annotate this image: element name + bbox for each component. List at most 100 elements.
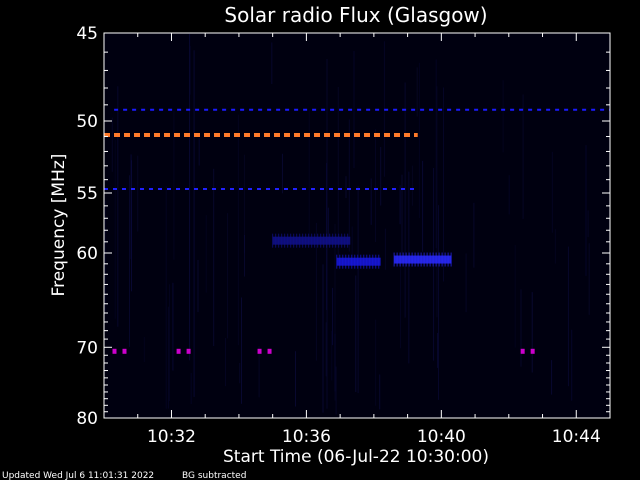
- noise-streak: [237, 114, 239, 346]
- noise-streak: [117, 86, 119, 327]
- noise-streak: [337, 87, 339, 258]
- noise-streak: [411, 165, 413, 206]
- y-tick-label: 70: [76, 338, 98, 358]
- y-axis-label: Frequency [MHz]: [49, 154, 69, 297]
- noise-streak: [244, 235, 245, 277]
- noise-streak: [205, 215, 207, 293]
- y-tick-label: 45: [76, 24, 98, 44]
- noise-streak: [437, 333, 439, 368]
- noise-streak: [408, 171, 410, 364]
- noise-streak: [473, 202, 475, 268]
- noise-streak: [531, 292, 533, 373]
- interference-spot: [267, 348, 272, 354]
- noise-streak: [357, 186, 359, 394]
- noise-streak: [165, 186, 167, 409]
- y-axis-ticks: 45 50 55 60 70 80: [76, 24, 610, 429]
- noise-streak: [281, 153, 283, 194]
- noise-streak: [129, 175, 130, 347]
- noise-streak: [443, 87, 444, 282]
- noise-streak: [143, 337, 145, 363]
- emission-patch: [394, 255, 452, 264]
- noise-streak: [325, 322, 327, 377]
- noise-streak: [258, 346, 260, 398]
- noise-streak: [399, 185, 401, 225]
- noise-streak: [567, 246, 569, 387]
- noise-streak: [436, 86, 438, 318]
- noise-streak: [416, 67, 418, 117]
- emission-patch: [336, 257, 381, 266]
- x-tick-label: 10:36: [282, 427, 331, 447]
- noise-streak: [551, 360, 553, 395]
- interference-spot: [122, 348, 127, 354]
- plot-frame: [103, 32, 611, 419]
- plot-background: [104, 33, 610, 418]
- noise-streak: [370, 178, 372, 225]
- noise-streak: [551, 151, 553, 233]
- footer-updated: Updated Wed Jul 6 11:01:31 2022: [2, 471, 154, 480]
- interference-spot: [112, 348, 117, 354]
- chart-title: Solar radio Flux (Glasgow): [224, 3, 487, 27]
- noise-streak: [111, 117, 113, 172]
- noise-streak: [197, 259, 199, 313]
- noise-streak: [422, 160, 424, 252]
- noise-streak: [130, 154, 132, 259]
- noise-streak: [404, 82, 406, 318]
- noise-streak: [189, 45, 191, 95]
- noise-streak: [348, 119, 350, 252]
- noise-streak: [334, 333, 336, 392]
- noise-streak: [465, 253, 467, 313]
- x-tick-label: 10:40: [417, 427, 466, 447]
- noise-streak: [167, 306, 169, 409]
- noise-streak: [418, 62, 420, 218]
- y-tick-label: 50: [76, 112, 98, 132]
- y-tick-label: 80: [76, 409, 98, 429]
- noise-streak: [508, 175, 510, 215]
- noise-streak: [189, 34, 191, 361]
- y-tick-label: 60: [76, 244, 98, 264]
- noise-streak: [173, 110, 175, 260]
- noise-streak: [401, 174, 403, 259]
- noise-streak: [587, 210, 589, 238]
- noise-streak: [322, 264, 324, 413]
- noise-streak: [327, 207, 329, 243]
- noise-streak: [585, 145, 587, 276]
- noise-streak: [353, 51, 355, 168]
- noise-streak: [384, 228, 386, 270]
- noise-streak: [295, 351, 296, 407]
- noise-streak: [335, 366, 337, 415]
- interference-spot: [257, 348, 262, 354]
- noise-streak: [375, 129, 376, 242]
- noise-streak: [554, 229, 556, 264]
- noise-streak: [225, 338, 226, 387]
- interference-spot: [176, 348, 181, 354]
- interference-spot: [520, 348, 525, 354]
- noise-streak: [502, 80, 504, 153]
- noise-streak: [380, 147, 382, 206]
- noise-streak: [571, 329, 573, 401]
- noise-streak: [190, 373, 192, 405]
- x-tick-label: 10:32: [147, 427, 196, 447]
- noise-streak: [105, 201, 107, 312]
- noise-streak: [520, 289, 522, 367]
- noise-streak: [438, 205, 439, 400]
- noise-streak: [375, 319, 377, 406]
- noise-streak: [169, 284, 170, 401]
- noise-streak: [308, 110, 310, 243]
- y-tick-label: 55: [76, 184, 98, 204]
- footer-bg-note: BG subtracted: [182, 471, 246, 480]
- noise-streak: [345, 176, 347, 198]
- noise-streak: [271, 42, 273, 84]
- interference-spot: [530, 348, 535, 354]
- noise-streak: [588, 243, 590, 315]
- interference-spot: [186, 348, 191, 354]
- x-axis-label: Start Time (06-Jul-22 10:30:00): [223, 447, 489, 467]
- noise-streak: [435, 59, 437, 249]
- noise-streak: [315, 222, 317, 361]
- noise-streak: [332, 287, 334, 346]
- noise-streak: [137, 155, 139, 232]
- noise-streak: [351, 226, 353, 267]
- noise-streak: [400, 261, 401, 349]
- noise-streak: [355, 275, 357, 392]
- noise-streak: [114, 139, 116, 319]
